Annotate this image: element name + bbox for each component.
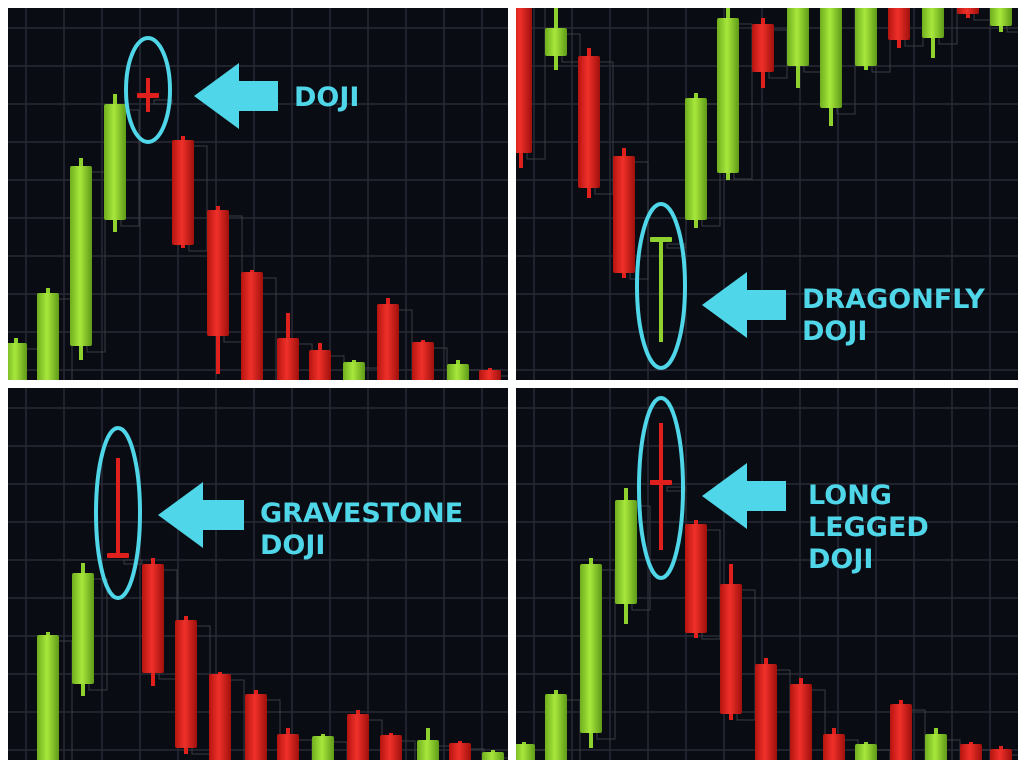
candle-body bbox=[309, 350, 331, 380]
candle-body bbox=[613, 156, 635, 273]
candle-body bbox=[377, 304, 399, 380]
candle-body bbox=[417, 740, 439, 760]
candle-shadow bbox=[666, 486, 686, 492]
candle-shadow bbox=[529, 749, 549, 760]
candle-shadow bbox=[359, 367, 379, 380]
candle-body bbox=[990, 8, 1012, 26]
candle-shadow bbox=[666, 243, 686, 249]
candle-body bbox=[990, 749, 1012, 760]
doji-body bbox=[650, 237, 672, 242]
candle-body bbox=[447, 364, 469, 380]
candle-body bbox=[615, 500, 637, 604]
candle-body bbox=[449, 743, 471, 760]
highlight-ellipse bbox=[94, 426, 142, 600]
candle-body bbox=[412, 342, 434, 380]
candle-body bbox=[72, 573, 94, 684]
arrow bbox=[158, 482, 244, 548]
candle-shadow bbox=[433, 745, 453, 760]
candle-body bbox=[578, 56, 600, 188]
pattern-label: DOJI bbox=[294, 82, 359, 113]
candle-body bbox=[277, 338, 299, 380]
candle-body bbox=[380, 735, 402, 760]
candle-body bbox=[175, 620, 197, 748]
candle-body bbox=[545, 28, 567, 56]
candle-body bbox=[890, 704, 912, 760]
candle-body bbox=[755, 664, 777, 760]
candle-body bbox=[343, 362, 365, 380]
candle-body bbox=[312, 736, 334, 760]
chart-panel: DOJI bbox=[8, 8, 508, 380]
candle-body bbox=[241, 272, 263, 380]
arrow bbox=[702, 272, 786, 338]
doji-body bbox=[650, 480, 672, 485]
doji-body bbox=[107, 553, 129, 558]
candle-body bbox=[347, 714, 369, 760]
candle-body bbox=[720, 584, 742, 714]
pattern-label: GRAVESTONE bbox=[260, 498, 463, 529]
candle-shadow bbox=[153, 99, 173, 105]
candle-body bbox=[545, 694, 567, 760]
candle-body bbox=[104, 104, 126, 220]
pattern-label: LEGGED bbox=[808, 512, 929, 543]
candle-shadow bbox=[871, 749, 891, 760]
highlight-ellipse bbox=[637, 396, 685, 580]
candle-shadow bbox=[463, 369, 483, 380]
candle-body bbox=[957, 8, 979, 14]
candle-wick bbox=[659, 238, 663, 342]
candle-body bbox=[516, 8, 532, 153]
candle-body bbox=[790, 684, 812, 760]
candle-body bbox=[960, 744, 982, 760]
candle-body bbox=[685, 524, 707, 633]
doji-body bbox=[137, 93, 159, 98]
candle-wick bbox=[659, 423, 663, 550]
candle-shadow bbox=[1006, 754, 1018, 760]
arrow bbox=[702, 463, 786, 529]
candle-body bbox=[172, 140, 194, 245]
highlight-ellipse bbox=[124, 36, 172, 144]
candle-body bbox=[70, 166, 92, 346]
candle-body bbox=[8, 343, 27, 380]
candle-body bbox=[855, 744, 877, 760]
pattern-label: DOJI bbox=[260, 530, 325, 561]
pattern-label: LONG bbox=[808, 480, 892, 511]
candle-body bbox=[37, 635, 59, 760]
candle-wick bbox=[116, 458, 120, 558]
candle-body bbox=[855, 8, 877, 66]
candle-body bbox=[922, 8, 944, 38]
candle-body bbox=[482, 752, 504, 760]
candle-body bbox=[685, 98, 707, 220]
candle-body bbox=[516, 744, 535, 760]
candle-shadow bbox=[465, 748, 485, 760]
candle-body bbox=[823, 734, 845, 760]
candle-body bbox=[925, 734, 947, 760]
candle-body bbox=[580, 564, 602, 733]
candle-body bbox=[245, 694, 267, 760]
candle-body bbox=[277, 734, 299, 760]
candle-body bbox=[717, 18, 739, 173]
candle-shadow bbox=[495, 375, 508, 380]
pattern-label: DOJI bbox=[802, 316, 867, 347]
candle-body bbox=[820, 8, 842, 108]
candle-body bbox=[479, 370, 501, 380]
candle-body bbox=[888, 8, 910, 40]
pattern-label: DOJI bbox=[808, 544, 873, 575]
arrow bbox=[194, 63, 278, 129]
pattern-label: DRAGONFLY bbox=[802, 284, 985, 315]
candle-shadow bbox=[123, 559, 143, 565]
candle-shadow bbox=[976, 749, 996, 760]
candle-body bbox=[787, 8, 809, 66]
candle-body bbox=[209, 674, 231, 760]
candle-body bbox=[142, 564, 164, 673]
candle-body bbox=[37, 293, 59, 380]
candle-body bbox=[752, 24, 774, 72]
highlight-ellipse bbox=[635, 202, 687, 370]
candle-body bbox=[207, 210, 229, 336]
